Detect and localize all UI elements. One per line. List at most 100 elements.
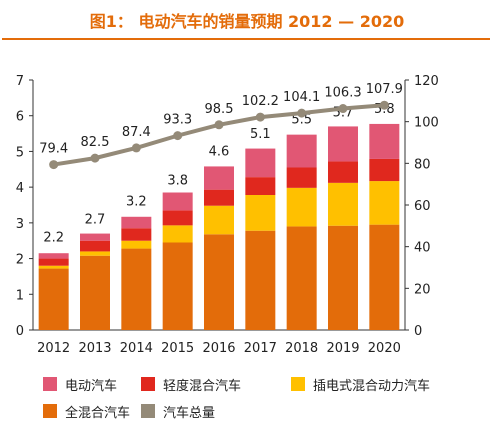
bar-2019-全混合汽车 — [328, 225, 358, 330]
x-tick-label: 2016 — [202, 341, 235, 356]
legend-item: 电动汽车 — [43, 375, 141, 394]
line-point — [131, 143, 141, 153]
bar-total-label: 3.8 — [167, 173, 188, 188]
legend-item: 全混合汽车 — [43, 402, 141, 421]
line-point — [255, 112, 265, 122]
bar-2014-全混合汽车 — [121, 248, 152, 330]
bar-2014-电动汽车 — [121, 216, 152, 229]
bar-2017-全混合汽车 — [245, 230, 276, 330]
y-right-tick-label: 80 — [414, 157, 431, 172]
bar-2019-插电式混合动力汽车 — [328, 182, 358, 226]
line-point — [49, 160, 59, 170]
bar-2018-轻度混合汽车 — [286, 167, 317, 188]
x-tick-label: 2013 — [78, 341, 111, 356]
y-right-tick-label: 20 — [414, 282, 431, 297]
y-right-tick-label: 0 — [414, 324, 422, 339]
line-value-label: 102.2 — [242, 94, 279, 109]
bar-2013-全混合汽车 — [80, 255, 110, 330]
bar-2014-插电式混合动力汽车 — [121, 240, 152, 249]
x-tick-label: 2018 — [285, 341, 318, 356]
bar-2016-插电式混合动力汽车 — [204, 205, 234, 235]
x-tick-label: 2014 — [120, 341, 153, 356]
bar-total-label: 2.7 — [85, 213, 106, 228]
legend-swatch — [43, 377, 57, 391]
line-value-label: 98.5 — [205, 102, 234, 117]
y-right-tick-label: 40 — [414, 241, 431, 256]
bar-2015-电动汽车 — [162, 192, 193, 211]
legend: 电动汽车 轻度混合汽车 插电式混合动力汽车全混合汽车 汽车总量 — [43, 374, 483, 428]
legend-swatch — [291, 377, 305, 391]
y-left-tick-label: 3 — [16, 217, 24, 232]
x-tick-label: 2015 — [161, 341, 194, 356]
line-value-label: 87.4 — [122, 125, 151, 140]
y-left-tick-label: 6 — [16, 110, 24, 125]
bar-2017-轻度混合汽车 — [245, 177, 276, 195]
y-left-tick-label: 1 — [16, 288, 24, 303]
line-value-label: 93.3 — [163, 113, 192, 128]
y-right-tick-label: 60 — [414, 199, 431, 214]
line-value-label: 107.9 — [366, 82, 403, 97]
bar-2017-插电式混合动力汽车 — [245, 195, 276, 231]
legend-label: 汽车总量 — [163, 405, 216, 421]
y-right-tick-label: 120 — [414, 74, 439, 89]
line-value-label: 104.1 — [283, 90, 320, 105]
line-point — [214, 120, 224, 130]
bar-2012-插电式混合动力汽车 — [38, 265, 69, 269]
bar-2017-电动汽车 — [245, 148, 276, 178]
bar-2013-电动汽车 — [80, 233, 110, 241]
bar-total-label: 5.1 — [250, 127, 271, 142]
line-value-label: 82.5 — [81, 135, 110, 150]
y-left-tick-label: 4 — [16, 181, 24, 196]
x-tick-label: 2017 — [244, 341, 277, 356]
bar-2020-电动汽车 — [369, 123, 400, 159]
bar-2020-轻度混合汽车 — [369, 158, 400, 182]
bar-2016-电动汽车 — [204, 166, 234, 190]
y-left-tick-label: 5 — [16, 145, 24, 160]
x-tick-label: 2020 — [368, 341, 401, 356]
x-tick-label: 2019 — [326, 341, 359, 356]
bar-2013-轻度混合汽车 — [80, 240, 110, 252]
chart-plot: 0 1 2 3 4 5 6 7 0 20 40 60 80 100 120 2012 2013 2014 2015 2… — [16, 74, 439, 356]
bar-2012-全混合汽车 — [38, 268, 69, 330]
legend-label: 电动汽车 — [65, 378, 118, 394]
y-left-tick-label: 2 — [16, 253, 24, 268]
x-tick-label: 2012 — [37, 341, 70, 356]
bar-2013-插电式混合动力汽车 — [80, 251, 110, 256]
legend-label: 插电式混合动力汽车 — [313, 378, 431, 394]
bar-2016-全混合汽车 — [204, 234, 234, 330]
bar-2019-轻度混合汽车 — [328, 161, 358, 183]
bar-2020-插电式混合动力汽车 — [369, 181, 400, 225]
y-left-tick-label: 7 — [16, 74, 24, 89]
y-left-tick-label: 0 — [16, 324, 24, 339]
legend-item: 轻度混合汽车 — [141, 375, 291, 394]
line-value-label: 79.4 — [39, 142, 68, 157]
y-right-tick-label: 100 — [414, 116, 439, 131]
legend-label: 轻度混合汽车 — [163, 378, 242, 394]
bar-2015-全混合汽车 — [162, 242, 193, 330]
bar-2015-轻度混合汽车 — [162, 210, 193, 226]
line-point — [173, 131, 183, 141]
bar-2015-插电式混合动力汽车 — [162, 225, 193, 243]
bar-2016-轻度混合汽车 — [204, 189, 234, 206]
bar-2018-电动汽车 — [286, 134, 317, 168]
legend-swatch — [43, 404, 57, 418]
line-point — [379, 100, 389, 110]
legend-item: 汽车总量 — [141, 402, 291, 421]
bar-total-label: 5.5 — [291, 113, 312, 128]
line-value-label: 106.3 — [324, 86, 361, 101]
line-point — [90, 153, 100, 163]
line-point — [338, 104, 348, 114]
bar-2018-插电式混合动力汽车 — [286, 187, 317, 227]
chart-title: 图1： 电动汽车的销量预期 2012 — 2020 — [89, 12, 405, 31]
line-point — [297, 108, 307, 118]
bar-2020-全混合汽车 — [369, 224, 400, 330]
legend-row: 全混合汽车 汽车总量 — [43, 401, 483, 421]
bar-total-label: 2.2 — [43, 230, 64, 245]
bar-2018-全混合汽车 — [286, 226, 317, 330]
bar-total-label: 3.2 — [126, 195, 147, 210]
bar-total-label: 4.6 — [209, 145, 230, 160]
legend-item: 插电式混合动力汽车 — [291, 375, 471, 394]
legend-swatch — [141, 404, 155, 418]
bar-2012-轻度混合汽车 — [38, 258, 69, 266]
legend-row: 电动汽车 轻度混合汽车 插电式混合动力汽车 — [43, 374, 483, 394]
